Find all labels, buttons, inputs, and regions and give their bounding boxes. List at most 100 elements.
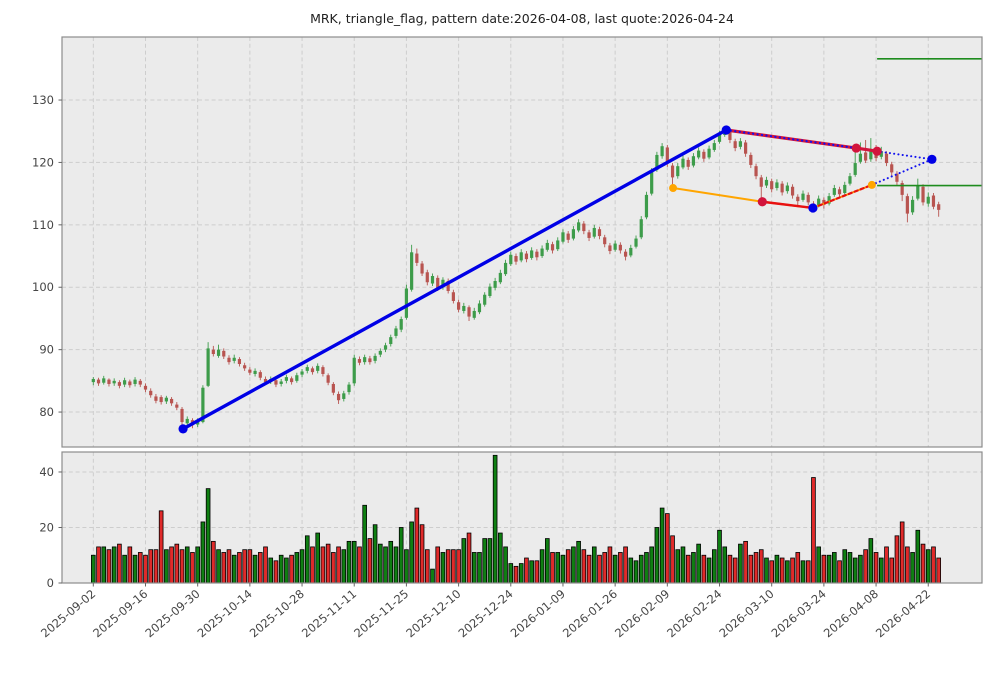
volume-bar [487, 538, 493, 584]
panel-borders [61, 36, 983, 584]
candle-up [832, 188, 836, 195]
candle-up [697, 150, 701, 158]
volume-bar [863, 549, 868, 584]
volume-bar [122, 554, 127, 584]
candle-up [342, 393, 346, 399]
volume-bar [372, 524, 378, 584]
volume-bar [351, 540, 357, 584]
volume-bar [101, 546, 107, 584]
volume-bar [633, 560, 639, 584]
volume-bar [571, 546, 576, 584]
candle-down [143, 385, 148, 390]
price-tick-label: 80 [39, 405, 54, 419]
candle-up [295, 375, 299, 381]
candle-up [817, 198, 821, 206]
candle-up [545, 242, 549, 250]
volume-bar [237, 552, 242, 584]
candle-down [159, 397, 163, 403]
candle-up [284, 377, 288, 381]
volume-bar [644, 552, 649, 584]
candle-up [707, 148, 711, 158]
volume-bar [545, 538, 550, 584]
candle-down [368, 358, 372, 363]
volume-bar [304, 535, 310, 584]
volume-bar [555, 552, 561, 584]
volume-bar [409, 521, 414, 584]
candle-up [644, 194, 649, 218]
candle-up [519, 252, 523, 261]
price-tick-label: 130 [32, 93, 54, 107]
candle-up [112, 380, 116, 384]
volume-bar [670, 535, 675, 584]
volume-bar [231, 554, 237, 584]
candle-up [430, 276, 435, 284]
candle-up [681, 158, 685, 168]
volume-bar [362, 504, 367, 584]
candle-down [618, 244, 622, 251]
candle-up [316, 365, 320, 371]
volume-bar [482, 538, 487, 584]
candle-down [420, 263, 424, 274]
blue-pivot-dot [721, 125, 731, 135]
candle-up [472, 310, 476, 318]
candle-down [436, 277, 440, 289]
volume-bar [466, 532, 472, 584]
candle-up [613, 243, 617, 250]
candle-down [702, 151, 706, 159]
candle-down [357, 359, 362, 363]
candle-up [133, 379, 137, 384]
red-pivot-dot [757, 197, 767, 207]
price-tick-label: 100 [32, 280, 54, 294]
volume-bar [899, 521, 905, 584]
volume-bar [247, 549, 253, 584]
date-tick-label: 2026-03-10 [716, 587, 776, 641]
candle-up [639, 219, 643, 238]
candle-up [717, 133, 722, 142]
volume-bar [837, 560, 842, 584]
candle-down [467, 307, 471, 317]
candle-up [441, 279, 445, 288]
candle-down [608, 245, 612, 252]
date-tick-label: 2025-11-11 [299, 587, 359, 641]
candle-down [180, 408, 184, 423]
candle-up [206, 348, 210, 386]
volume-bar [430, 568, 435, 584]
volume-bar [878, 557, 884, 584]
candle-up [483, 294, 487, 305]
date-tick-label: 2026-04-22 [873, 587, 933, 641]
volume-bar [591, 546, 597, 584]
volume-bar [743, 540, 748, 584]
candle-down [107, 379, 111, 384]
candle-down [446, 281, 450, 291]
volume-bar [325, 543, 331, 584]
price-panel-border [61, 36, 983, 448]
volume-bar [529, 560, 534, 584]
candle-down [290, 378, 294, 383]
candle-down [566, 233, 570, 240]
volume-bar [821, 554, 827, 584]
volume-bar [524, 557, 529, 584]
candle-up [383, 345, 388, 350]
volume-bar [654, 527, 660, 584]
volume-bar [779, 557, 785, 584]
volume-bar [284, 557, 289, 584]
candle-up [926, 196, 930, 204]
volume-bar [758, 549, 764, 584]
candle-up [347, 384, 351, 393]
date-tick-label: 2025-09-02 [38, 587, 98, 641]
candle-down [425, 272, 429, 283]
date-tick-label: 2026-01-26 [560, 587, 620, 641]
volume-bar [445, 549, 451, 584]
candle-up [571, 229, 576, 239]
candle-up [503, 262, 508, 275]
volume-tick-label: 0 [47, 576, 54, 590]
volume-bar [868, 538, 874, 584]
candle-down [138, 380, 142, 385]
volume-bar [884, 546, 889, 584]
candle-up [185, 418, 189, 424]
candle-up [389, 337, 393, 345]
candle-down [937, 204, 941, 210]
volume-bar [785, 560, 790, 584]
